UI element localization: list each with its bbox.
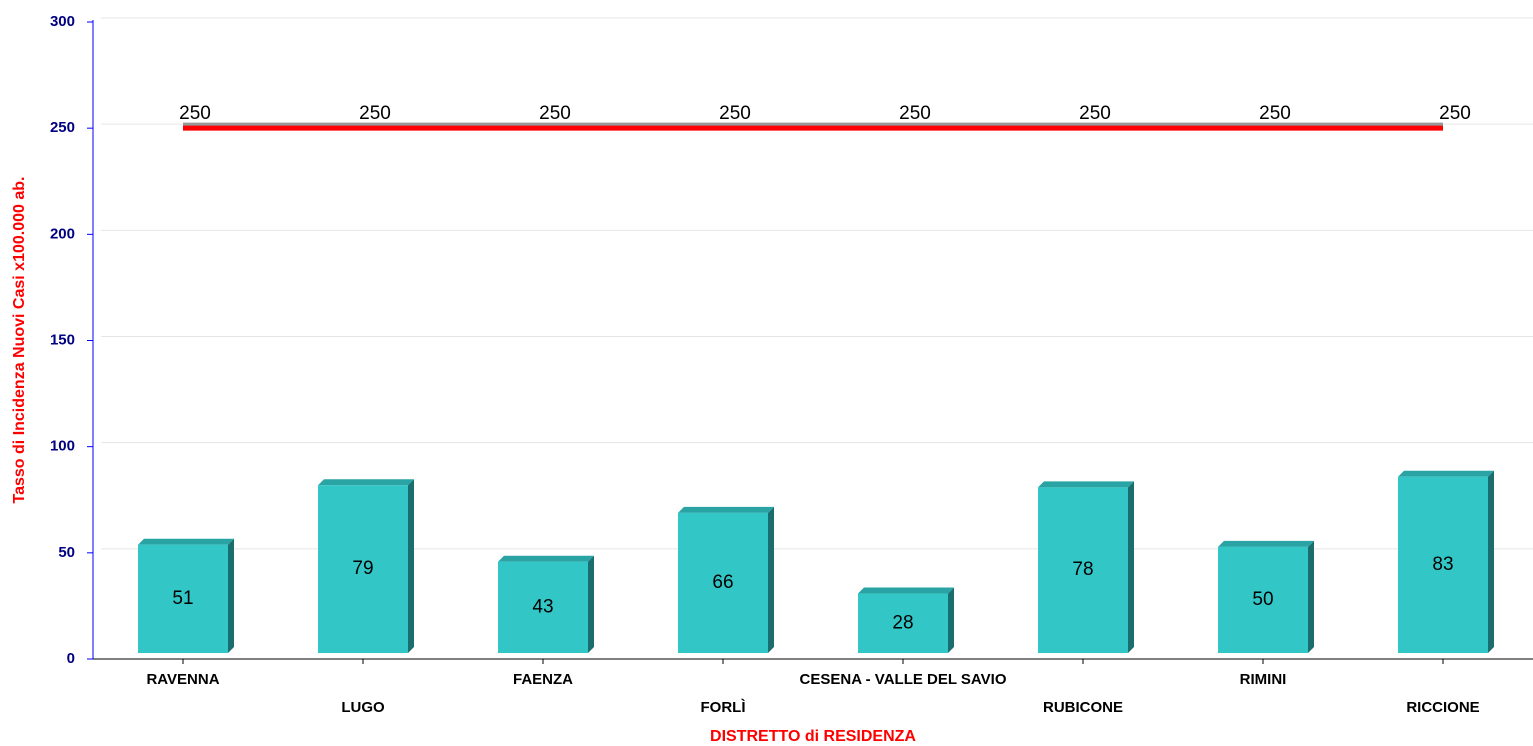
x-tick-label: RIMINI <box>1240 671 1287 688</box>
bar-top <box>678 506 774 513</box>
y-tick-label: 250 <box>50 119 75 136</box>
data-label: 43 <box>532 596 553 617</box>
x-axis-title: DISTRETTO di RESIDENZA <box>710 728 916 745</box>
data-label: 250 <box>179 103 211 124</box>
x-tick-label: RUBICONE <box>1043 699 1123 716</box>
x-tick-label: CESENA - VALLE DEL SAVIO <box>800 671 1007 688</box>
x-tick-label: RICCIONE <box>1406 699 1479 716</box>
data-label: 28 <box>892 612 913 633</box>
data-label: 79 <box>352 558 373 579</box>
bar-side <box>1128 481 1134 653</box>
bar-side <box>408 479 414 653</box>
y-tick-label: 300 <box>50 13 75 30</box>
data-label: 250 <box>1079 103 1111 124</box>
bar-side <box>228 538 234 653</box>
bar-top <box>1038 481 1134 488</box>
bar-top <box>498 555 594 562</box>
y-tick-label: 100 <box>50 438 75 455</box>
bar-side <box>948 587 954 653</box>
x-tick-label: FORLÌ <box>701 699 746 716</box>
data-label: 250 <box>539 103 571 124</box>
x-tick-label: FAENZA <box>513 671 573 688</box>
data-label: 83 <box>1432 554 1453 575</box>
bar-side <box>1308 540 1314 653</box>
y-tick-label: 150 <box>50 331 75 348</box>
y-axis-title: Tasso di Incidenza Nuovi Casi x100.000 a… <box>11 177 28 504</box>
bar <box>1398 476 1488 653</box>
data-label: 250 <box>1439 103 1471 124</box>
data-label: 250 <box>719 103 751 124</box>
bar-side <box>1488 470 1494 653</box>
y-tick-label: 0 <box>67 650 75 667</box>
bar-side <box>768 506 774 653</box>
data-label: 250 <box>899 103 931 124</box>
data-label: 78 <box>1072 559 1093 580</box>
x-tick-label: LUGO <box>341 699 385 716</box>
bar <box>1218 546 1308 653</box>
bar-top <box>1218 540 1314 547</box>
data-label: 50 <box>1252 589 1273 610</box>
bar-side <box>588 555 594 653</box>
data-label: 250 <box>1259 103 1291 124</box>
bar-top <box>858 587 954 594</box>
bar-top <box>318 479 414 486</box>
bar-top <box>1398 470 1494 477</box>
bar <box>1038 487 1128 653</box>
bar <box>498 561 588 653</box>
data-label: 51 <box>172 588 193 609</box>
bar <box>318 485 408 653</box>
bar <box>858 593 948 653</box>
y-tick-label: 200 <box>50 225 75 242</box>
y-tick-label: 50 <box>58 544 75 561</box>
bar <box>678 512 768 653</box>
data-label: 250 <box>359 103 391 124</box>
bar-top <box>138 538 234 545</box>
x-tick-label: RAVENNA <box>146 671 219 688</box>
data-label: 66 <box>712 572 733 593</box>
bar <box>138 544 228 653</box>
